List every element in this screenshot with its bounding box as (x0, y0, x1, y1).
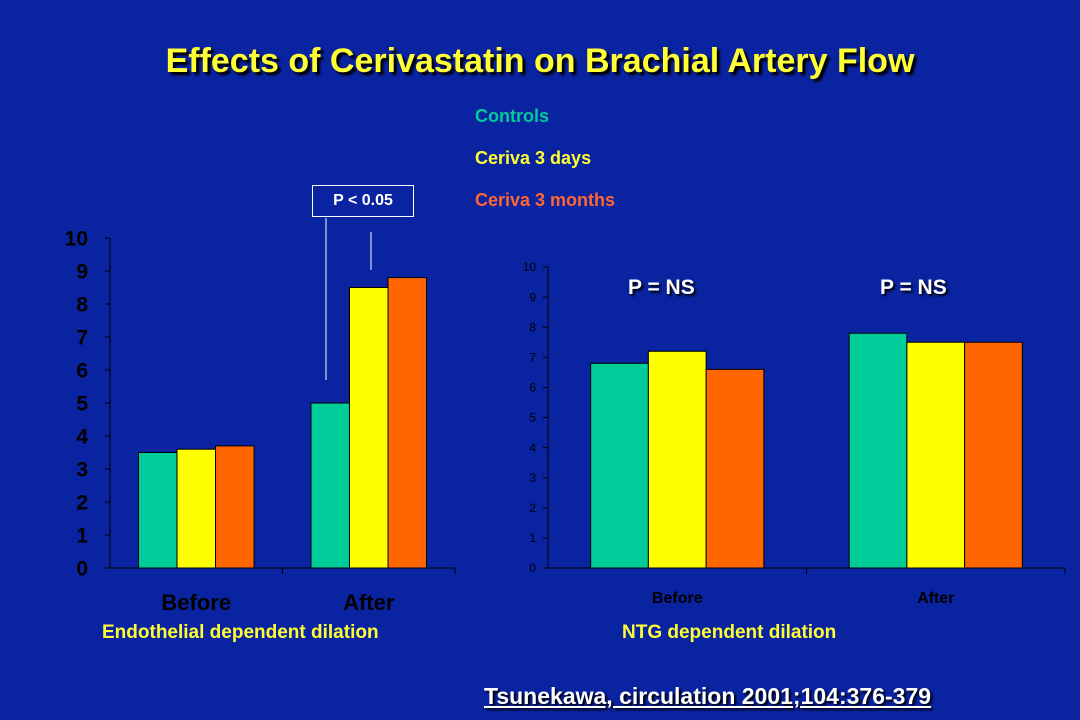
y-tick-label: 5 (529, 411, 536, 425)
citation: Tsunekawa, circulation 2001;104:376-379 (484, 683, 932, 709)
slide-title: Effects of Cerivastatin on Brachial Arte… (165, 42, 915, 80)
y-tick-label: 7 (529, 351, 536, 365)
p-value-pointer-lines (325, 218, 372, 380)
bar-ceriva-3-days-before (176, 448, 217, 569)
bar-controls-before (590, 362, 649, 569)
y-tick-label: 0 (529, 561, 536, 575)
endothelial-bar-chart: 0 1 2 3 4 5 6 7 8 9 10 Before After (65, 227, 456, 615)
p-value-note-after: P = NS (880, 276, 947, 299)
y-tick-label: 1 (529, 531, 536, 545)
bar-controls-before (137, 452, 178, 569)
x-category-label: After (343, 590, 395, 615)
y-tick-label: 2 (76, 491, 88, 514)
y-tick-label: 6 (76, 359, 88, 382)
x-category-label: Before (652, 590, 703, 607)
legend-item-ceriva-3-days: Ceriva 3 days (475, 148, 592, 168)
y-tick-label: 1 (76, 524, 88, 547)
y-tick-label: 5 (76, 392, 88, 415)
bar-ceriva-3-days-after (906, 341, 966, 569)
chart-legend: Controls Ceriva 3 days Ceriva 3 months (475, 104, 615, 230)
caption-right: NTG dependent dilation (622, 622, 837, 643)
bar-ceriva-3-days-before (647, 350, 707, 569)
y-tick-label: 6 (529, 381, 536, 395)
y-tick-label: 10 (523, 260, 537, 274)
caption-left: Endothelial dependent dilation (102, 622, 379, 643)
p-value-box-left: P < 0.05 (312, 185, 414, 217)
legend-item-controls: Controls (475, 106, 549, 126)
y-tick-label: 3 (529, 471, 536, 485)
y-tick-label: 3 (76, 458, 88, 481)
bar-ceriva-3-months-before (215, 445, 255, 569)
bar-ceriva-3-months-after (387, 277, 428, 569)
y-tick-label: 0 (76, 557, 88, 580)
bar-ceriva-3-months-before (705, 368, 765, 569)
y-tick-label: 2 (529, 501, 536, 515)
y-tick-label: 4 (529, 441, 536, 455)
x-category-label: After (917, 590, 954, 607)
bar-ceriva-3-months-after (964, 341, 1023, 569)
p-value-note-before: P = NS (628, 276, 695, 299)
bar-controls-after (310, 402, 350, 569)
y-tick-label: 9 (529, 290, 536, 304)
y-tick-label: 10 (65, 227, 88, 250)
y-tick-label: 7 (76, 326, 88, 349)
y-tick-label: 4 (76, 425, 88, 448)
y-tick-label: 8 (76, 293, 88, 316)
bar-ceriva-3-days-after (348, 287, 389, 569)
legend-item-ceriva-3-months: Ceriva 3 months (475, 190, 616, 210)
x-category-label: Before (161, 590, 231, 615)
bar-controls-after (848, 332, 908, 569)
y-tick-label: 8 (529, 320, 536, 334)
y-tick-label: 9 (76, 260, 88, 283)
ntg-bar-chart: 0 1 2 3 4 5 6 7 8 9 10 Before After (523, 260, 1066, 607)
